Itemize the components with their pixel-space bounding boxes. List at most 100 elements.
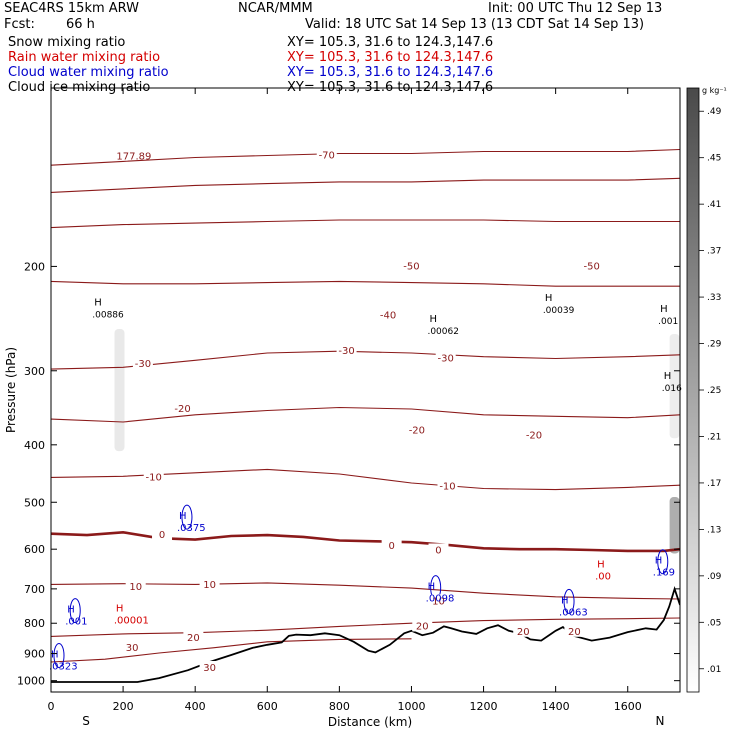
rain-max-label-1: .00 [595,572,611,583]
y-tick-label-300: 300 [24,365,45,378]
isotherm-label--50-0: -50 [403,261,419,272]
rain-max-marker-1: H [597,560,605,571]
cloud-water-label-4: .001 [65,617,87,628]
isotherm-label--70-0: -70 [319,151,335,162]
isotherm-label--50-1: -50 [584,261,600,272]
isotherm--70 [51,148,680,166]
org-title: NCAR/MMM [238,1,313,16]
y-tick-label-200: 200 [24,260,45,273]
y-tick-label-900: 900 [24,648,45,661]
endpoint-south: S [82,714,90,728]
isotherm-label-bg--20-0 [172,401,193,414]
colorbar-label-10: .41 [707,200,721,210]
colorbar-label-4: .17 [707,479,721,489]
isotherm-label-bg--30-0 [132,356,153,369]
x-axis-title: Distance (km) [328,715,412,729]
cloud-water-marker-1: H [428,582,436,593]
isotherm-label--30-0: -30 [135,359,151,370]
colorbar-label-8: .33 [707,293,721,303]
isotherm-label--30-2: -30 [438,353,454,364]
cloud-water-contour-2 [563,588,575,614]
isotherm-label-bg-20-0 [183,631,204,644]
cloud-water-marker-5: H [51,649,59,660]
snow-max-label-1: .00062 [427,327,459,337]
colorbar-label-5: .21 [707,432,721,442]
isotherm-label-bg-10-2 [428,594,449,607]
isotherm-label-bg-10-1 [199,578,220,591]
colorbar-label-9: .37 [707,247,721,257]
isotherm-label-0-1: 0 [388,541,394,552]
y-tick-label-1000: 1000 [17,675,45,688]
isotherm-label--30-1: -30 [338,346,354,357]
isotherm-label-bg-20-2 [513,624,534,637]
colorbar-label-0: .01 [707,665,721,675]
isotherm-label-bg-0-2 [428,543,449,556]
isotherm-label--20-2: -20 [526,431,542,442]
x-tick-label-400: 400 [185,700,206,713]
isotherm-label-bg--50-0 [401,259,422,272]
isotherm-20 [51,617,680,637]
x-tick-label-800: 800 [329,700,350,713]
cloud-water-marker-0: H [179,511,187,522]
snow-max-label-0: .00886 [92,310,124,320]
isotherm-label-bg--10-1 [437,479,458,492]
forecast-hour: 66 h [66,17,95,32]
cloud-water-label-1: .0098 [426,594,455,605]
init-time: Init: 00 UTC Thu 12 Sep 13 [488,1,663,16]
cloud-water-marker-3: H [655,556,663,567]
snow-max-label-3: .001 [658,317,678,327]
colorbar-label-2: .09 [707,572,722,582]
y-tick-label-800: 800 [24,617,45,630]
isotherm-label-bg--30-2 [435,351,456,364]
isotherm-label-bg-20-1 [412,619,433,632]
isotherm-label-bg-10-0 [125,580,146,593]
isotherm-label-10-0: 10 [129,582,142,593]
isotherm-10 [51,582,680,600]
isotherm--30 [51,350,680,370]
terrain-line [51,585,680,683]
isotherm-label--10-0: -10 [146,472,162,483]
cloud-water-label-2: .0063 [559,607,588,618]
cloud-water-marker-4: H [67,605,75,616]
isotherm-label-0-0: 0 [159,530,165,541]
isotherm-label-bg--20-1 [406,423,427,436]
isotherm-label-10-1: 10 [203,580,216,591]
isotherm-label-bg-20-3 [564,624,585,637]
isotherm--20 [51,406,680,423]
contour-value-label-0: 177.89 [116,152,151,163]
isotherm-label-10-2: 10 [432,596,445,607]
isotherm-label-bg--10-0 [143,470,164,483]
cloud-water-label-5: .0323 [49,661,78,672]
colorbar-unit: g kg⁻¹ [702,86,727,95]
x-tick-label-600: 600 [257,700,278,713]
colorbar-label-6: .25 [707,386,721,396]
cloud-water-label-3: .169 [653,568,675,579]
isotherm-30 [51,638,412,663]
legend-snow-name: Snow mixing ratio [8,35,126,50]
y-tick-label-700: 700 [24,583,45,596]
colorbar [686,87,700,693]
isotherm-label-30-0: 30 [126,643,139,654]
cloud-water-marker-2: H [561,595,569,606]
isotherm-label-20-2: 20 [517,627,530,638]
x-tick-label-1200: 1200 [470,700,498,713]
x-tick-label-0: 0 [48,700,55,713]
x-tick-label-1000: 1000 [397,700,425,713]
isotherm--60 [51,177,680,193]
plot-frame [50,87,681,693]
isotherm-label-bg-30-0 [122,640,143,653]
colorbar-label-7: .29 [707,340,722,350]
x-tick-label-1400: 1400 [542,700,570,713]
cloud-water-contour-5 [53,642,65,668]
isotherm-label-bg--30-1 [336,344,357,357]
snow-max-marker-0: H [94,297,102,308]
snow-max-marker-3: H [660,304,668,315]
isotherm-label--10-1: -10 [439,481,455,492]
isotherm-label-bg--40-0 [378,308,399,321]
snow-shading-1 [669,333,680,439]
isotherm-label-bg-0-0 [152,528,173,541]
y-tick-label-400: 400 [24,439,45,452]
snow-shading-2 [669,497,680,554]
x-tick-label-1600: 1600 [614,700,642,713]
